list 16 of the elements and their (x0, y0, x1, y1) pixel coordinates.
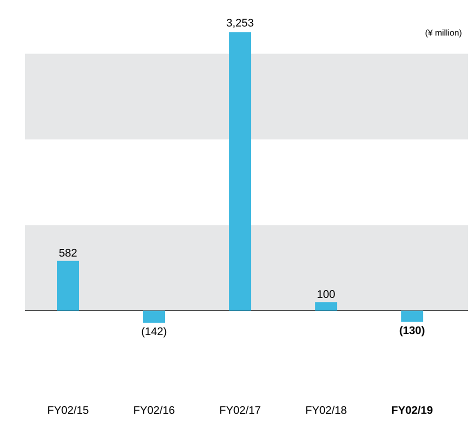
bar (143, 310, 166, 323)
x-tick-label: FY02/17 (220, 406, 260, 414)
bar (229, 32, 252, 311)
data-label: (130) (400, 326, 424, 336)
data-label: 3,253 (226, 18, 254, 28)
bar (57, 260, 80, 311)
x-tick-label: FY02/18 (306, 406, 346, 414)
data-label: 100 (318, 290, 335, 298)
data-label: 582 (59, 248, 77, 257)
data-label: (142) (142, 327, 166, 338)
x-tick-label: FY02/15 (48, 406, 88, 414)
x-tick-label: FY02/16 (134, 406, 174, 414)
annotation: (¥ million) (426, 29, 462, 38)
bar (401, 310, 424, 322)
x-tick-label: FY02/19 (392, 406, 432, 414)
bar (315, 302, 338, 311)
